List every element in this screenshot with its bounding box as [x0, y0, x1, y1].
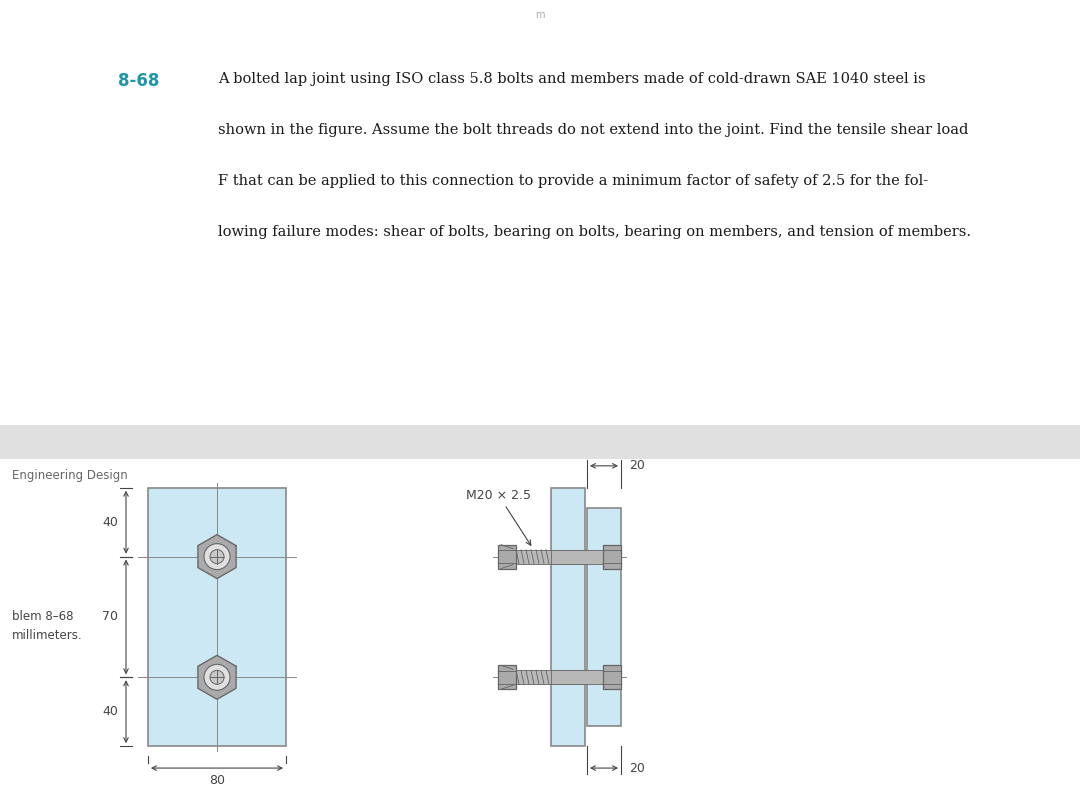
FancyBboxPatch shape	[603, 666, 621, 689]
Circle shape	[204, 543, 230, 570]
Bar	[0, 425, 1080, 459]
Polygon shape	[198, 655, 237, 699]
Text: 40: 40	[103, 705, 118, 718]
Circle shape	[210, 670, 224, 685]
Polygon shape	[198, 535, 237, 579]
Text: F that can be applied to this connection to provide a minimum factor of safety o: F that can be applied to this connection…	[218, 174, 928, 188]
Text: A bolted lap joint using ISO class 5.8 bolts and members made of cold-drawn SAE : A bolted lap joint using ISO class 5.8 b…	[218, 73, 926, 86]
Text: 80: 80	[210, 774, 225, 787]
Text: blem 8–68: blem 8–68	[12, 610, 73, 623]
Text: shown in the figure. Assume the bolt threads do not extend into the joint. Find : shown in the figure. Assume the bolt thr…	[218, 123, 969, 137]
Text: Engineering Design: Engineering Design	[12, 469, 127, 482]
Text: m: m	[536, 10, 544, 20]
FancyBboxPatch shape	[498, 545, 516, 568]
Bar	[148, 488, 286, 746]
Text: 70: 70	[102, 610, 118, 623]
Text: 40: 40	[103, 516, 118, 529]
Bar	[516, 670, 586, 685]
Bar	[551, 670, 611, 685]
Circle shape	[204, 664, 230, 690]
FancyBboxPatch shape	[603, 545, 621, 568]
Bar	[588, 508, 621, 726]
FancyBboxPatch shape	[498, 666, 516, 689]
Text: 20: 20	[629, 761, 645, 775]
Circle shape	[210, 550, 224, 563]
Text: 8-68: 8-68	[118, 73, 160, 90]
Bar	[551, 550, 611, 563]
Bar	[551, 488, 585, 746]
Text: millimeters.: millimeters.	[12, 629, 83, 642]
Bar	[516, 550, 586, 563]
Text: 20: 20	[629, 460, 645, 472]
Text: lowing failure modes: shear of bolts, bearing on bolts, bearing on members, and : lowing failure modes: shear of bolts, be…	[218, 224, 971, 239]
Text: M20 × 2.5: M20 × 2.5	[465, 488, 531, 545]
